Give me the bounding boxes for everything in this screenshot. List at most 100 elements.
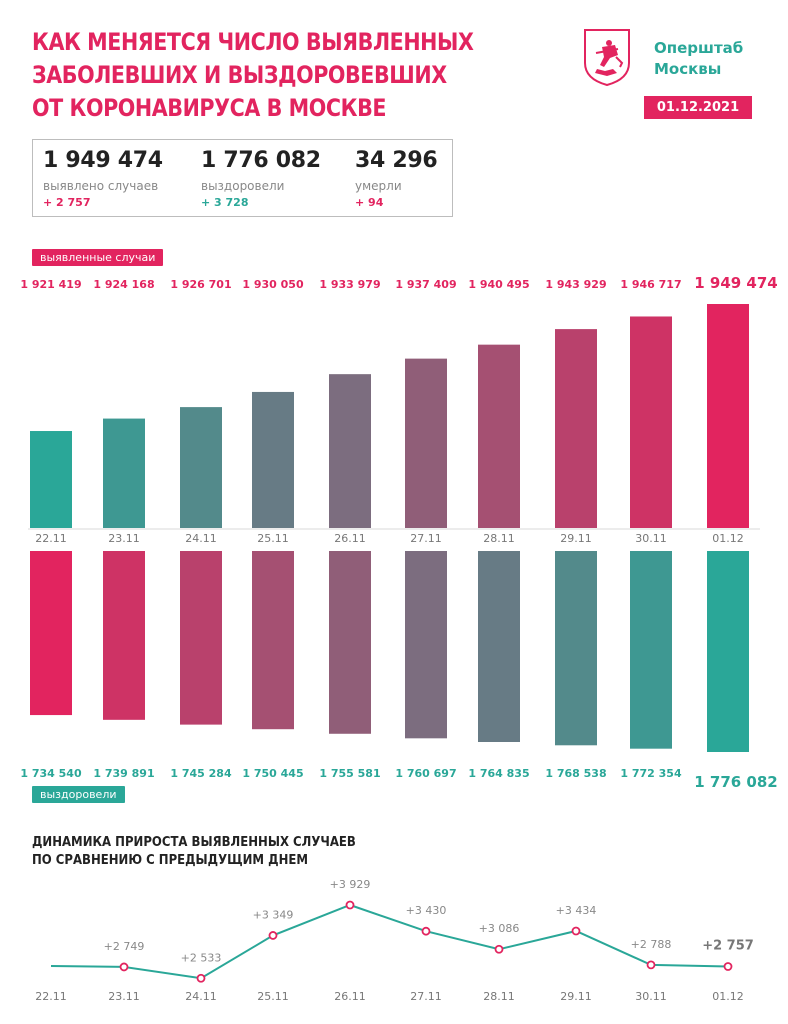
detected-value-label: 1 933 979 <box>319 278 380 291</box>
recovered-value-label: 1 745 284 <box>170 767 232 780</box>
recovered-bar <box>405 551 447 739</box>
page-title: КАК МЕНЯЕТСЯ ЧИСЛО ВЫЯВЛЕННЫХ ЗАБОЛЕВШИХ… <box>32 26 474 125</box>
growth-point <box>345 900 355 910</box>
recovered-value-label: 1 734 540 <box>20 767 82 780</box>
growth-date-label: 29.11 <box>560 990 592 1003</box>
date-label-top: 01.12 <box>712 532 744 545</box>
stat-recovered-value: 1 776 082 <box>201 148 321 173</box>
recovered-value-label: 1 750 445 <box>242 767 303 780</box>
detected-value-label: 1 949 474 <box>694 274 778 292</box>
growth-value-label: +3 434 <box>556 904 597 917</box>
date-label-top: 22.11 <box>35 532 67 545</box>
detected-bar <box>180 407 222 528</box>
detected-bar <box>555 329 597 528</box>
growth-date-label: 01.12 <box>712 990 744 1003</box>
growth-chart-title-line-2: ПО СРАВНЕНИЮ С ПРЕДЫДУЩИМ ДНЕМ <box>32 853 308 868</box>
date-label-top: 24.11 <box>185 532 217 545</box>
stat-detected: 1 949 474 выявлено случаев + 2 757 <box>43 148 163 209</box>
stat-detected-value: 1 949 474 <box>43 148 163 173</box>
recovered-bar <box>329 551 371 734</box>
brand-name: Оперштаб Москвы <box>654 38 743 80</box>
legend-detected: выявленные случаи <box>32 249 164 266</box>
recovered-bar <box>30 551 72 716</box>
recovered-bar <box>707 551 749 752</box>
growth-date-label: 23.11 <box>108 990 140 1003</box>
date-label-top: 29.11 <box>560 532 592 545</box>
recovered-value-label: 1 755 581 <box>319 767 380 780</box>
detected-bar <box>405 358 447 528</box>
growth-value-label: +2 533 <box>181 951 222 964</box>
detected-bar <box>630 316 672 528</box>
date-label-top: 23.11 <box>108 532 140 545</box>
growth-chart-title: ДИНАМИКА ПРИРОСТА ВЫЯВЛЕННЫХ СЛУЧАЕВ ПО … <box>32 834 356 870</box>
detected-value-label: 1 943 929 <box>545 278 606 291</box>
growth-value-label: +3 349 <box>253 908 294 921</box>
stat-detected-label: выявлено случаев <box>43 179 159 193</box>
brand-line-1: Оперштаб <box>654 39 744 57</box>
growth-date-label: 30.11 <box>635 990 667 1003</box>
growth-point <box>646 960 656 970</box>
stat-deaths-label: умерли <box>355 179 402 193</box>
recovered-value-label: 1 772 354 <box>620 767 682 780</box>
stat-recovered-delta: + 3 728 <box>201 196 249 209</box>
stat-detected-delta: + 2 757 <box>43 196 91 209</box>
date-label-top: 28.11 <box>483 532 515 545</box>
growth-value-label: +3 086 <box>479 922 520 935</box>
detected-bar <box>329 374 371 528</box>
detected-bar <box>30 431 72 528</box>
recovered-value-label: 1 776 082 <box>694 773 778 791</box>
recovered-bar <box>555 551 597 746</box>
growth-value-label: +3 430 <box>406 904 447 917</box>
detected-bar <box>707 304 749 528</box>
growth-point <box>494 944 504 954</box>
moscow-coat-of-arms-icon <box>584 29 630 87</box>
recovered-bar <box>478 551 520 743</box>
stat-recovered-label: выздоровели <box>201 179 285 193</box>
recovered-bar <box>103 551 145 720</box>
detected-value-label: 1 926 701 <box>170 278 231 291</box>
growth-point <box>421 926 431 936</box>
growth-value-label: +2 757 <box>702 939 754 954</box>
growth-date-label: 25.11 <box>257 990 289 1003</box>
recovered-bar <box>180 551 222 725</box>
growth-date-label: 28.11 <box>483 990 515 1003</box>
detected-value-label: 1 930 050 <box>242 278 304 291</box>
stats-box: 1 949 474 выявлено случаев + 2 757 1 776… <box>32 139 453 217</box>
recovered-bar <box>252 551 294 730</box>
detected-value-label: 1 937 409 <box>395 278 456 291</box>
recovered-value-label: 1 760 697 <box>395 767 456 780</box>
growth-value-label: +2 749 <box>104 940 145 953</box>
date-badge: 01.12.2021 <box>644 96 752 119</box>
growth-date-label: 22.11 <box>35 990 67 1003</box>
brand-line-2: Москвы <box>654 60 722 78</box>
title-line-1: КАК МЕНЯЕТСЯ ЧИСЛО ВЫЯВЛЕННЫХ <box>32 28 474 56</box>
detected-value-label: 1 940 495 <box>468 278 529 291</box>
stat-deaths-delta: + 94 <box>355 196 384 209</box>
title-line-3: ОТ КОРОНАВИРУСА В МОСКВЕ <box>32 94 387 122</box>
stat-deaths-value: 34 296 <box>355 148 438 173</box>
growth-value-label: +3 929 <box>330 878 371 891</box>
growth-date-label: 24.11 <box>185 990 217 1003</box>
growth-value-label: +2 788 <box>631 938 672 951</box>
recovered-bar <box>630 551 672 749</box>
detected-value-label: 1 921 419 <box>20 278 81 291</box>
date-label-top: 26.11 <box>334 532 366 545</box>
date-label-top: 30.11 <box>635 532 667 545</box>
detected-bar <box>478 344 520 528</box>
stat-deaths: 34 296 умерли + 94 <box>355 148 438 209</box>
recovered-value-label: 1 739 891 <box>93 767 154 780</box>
legend-recovered: выздоровели <box>32 786 125 803</box>
date-label-top: 27.11 <box>410 532 442 545</box>
growth-point <box>571 926 581 936</box>
growth-point <box>723 962 733 971</box>
recovered-value-label: 1 764 835 <box>468 767 529 780</box>
growth-date-label: 26.11 <box>334 990 366 1003</box>
growth-point <box>196 973 206 983</box>
detected-bar <box>252 391 294 528</box>
growth-chart-title-line-1: ДИНАМИКА ПРИРОСТА ВЫЯВЛЕННЫХ СЛУЧАЕВ <box>32 835 356 850</box>
growth-line <box>50 903 729 980</box>
growth-date-label: 27.11 <box>410 990 442 1003</box>
detected-bar <box>103 418 145 528</box>
detected-value-label: 1 924 168 <box>93 278 154 291</box>
